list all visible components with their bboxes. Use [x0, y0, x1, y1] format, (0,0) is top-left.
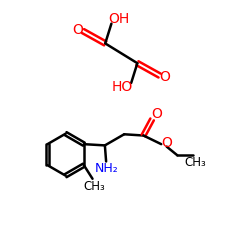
Text: HO: HO — [111, 80, 132, 94]
Text: O: O — [160, 70, 170, 84]
Text: NH₂: NH₂ — [95, 162, 119, 175]
Text: O: O — [151, 107, 162, 121]
Text: O: O — [161, 136, 172, 150]
Text: CH₃: CH₃ — [184, 156, 206, 169]
Text: CH₃: CH₃ — [83, 180, 105, 193]
Text: O: O — [72, 23, 83, 37]
Text: OH: OH — [109, 12, 130, 26]
